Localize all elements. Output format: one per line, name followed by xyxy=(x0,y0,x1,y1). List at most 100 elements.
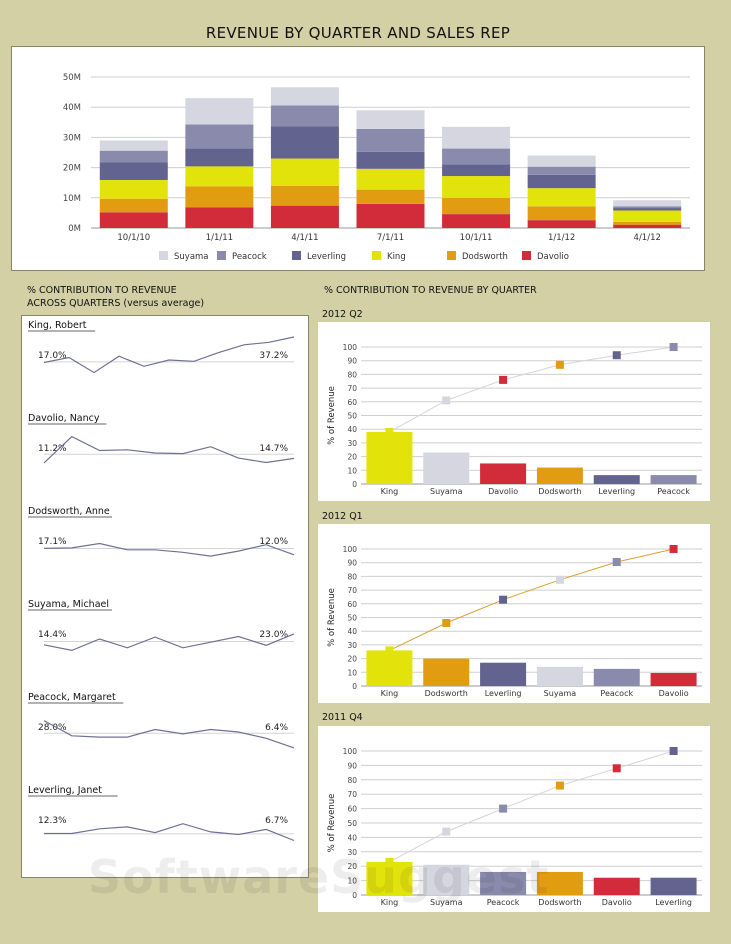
x-tick-label: 4/1/12 xyxy=(634,233,661,243)
sparkline-last-label: 23.0% xyxy=(259,630,288,640)
bar-segment-king xyxy=(99,179,168,199)
legend-swatch-king xyxy=(372,251,381,260)
x-tick-label: 4/1/11 xyxy=(291,233,318,243)
y-tick-label: 20M xyxy=(63,164,81,174)
y-tick-label: 50 xyxy=(347,614,357,623)
cumulative-marker xyxy=(499,595,508,604)
cumulative-marker xyxy=(499,375,508,384)
y-tick-label: 40 xyxy=(347,425,357,434)
revenue-stacked-chart-panel: 0M 10M 20M 30M 40M 50M 10/1/10 1/1/11 4/1/11 7/1/… xyxy=(11,46,705,271)
x-tick-label: Peacock xyxy=(657,487,690,496)
sparkline-first-label: 17.0% xyxy=(38,351,67,361)
bar-peacock xyxy=(480,871,527,895)
y-tick-label: 90 xyxy=(347,559,357,568)
cumulative-marker xyxy=(385,857,394,866)
bar-segment-dodsworth xyxy=(356,189,425,204)
bar-segment-king xyxy=(613,210,682,222)
legend-label-peacock: Peacock xyxy=(232,252,267,262)
bar-peacock xyxy=(593,668,640,686)
y-tick-label: 80 xyxy=(347,370,357,379)
x-tick-label: Peacock xyxy=(600,689,633,698)
y-tick-label: 10 xyxy=(347,877,357,886)
left-section-title: % CONTRIBUTION TO REVENUE ACROSS QUARTER… xyxy=(27,284,297,310)
sparkline-series-line xyxy=(43,542,295,557)
bar-segment-king xyxy=(356,168,425,190)
sparkline-last-label: 14.7% xyxy=(259,444,288,454)
bar-segment-dodsworth xyxy=(613,221,682,225)
y-tick-label: 80 xyxy=(347,776,357,785)
bar-segment-davolio xyxy=(613,224,682,228)
y-tick-label: 20 xyxy=(347,862,357,871)
y-tick-label: 40M xyxy=(63,103,81,113)
y-tick-label: 80 xyxy=(347,572,357,581)
bar-segment-leverling xyxy=(527,174,596,189)
y-tick-label: 0M xyxy=(68,224,81,234)
bar-segment-dodsworth xyxy=(185,186,254,208)
sparkline-first-label: 17.1% xyxy=(38,537,67,547)
y-tick-label: 0 xyxy=(352,682,357,691)
legend-label-davolio: Davolio xyxy=(537,252,569,262)
y-tick-label: 0 xyxy=(352,891,357,900)
cumulative-line xyxy=(389,750,674,863)
y-tick-label: 30M xyxy=(63,133,81,143)
bar-segment-suyama xyxy=(270,87,339,106)
bar-king xyxy=(366,431,413,484)
y-tick-label: 20 xyxy=(347,453,357,462)
sparkline-first-label: 12.3% xyxy=(38,816,67,826)
sparkline-series-line xyxy=(43,633,295,652)
sparkline-rep-name: Davolio, Nancy xyxy=(28,413,100,424)
sparkline-first-label: 28.0% xyxy=(38,723,67,733)
bar-segment-peacock xyxy=(527,166,596,175)
y-tick-label: 10 xyxy=(347,466,357,475)
bar-dodsworth xyxy=(423,658,470,686)
cumulative-line xyxy=(389,346,674,433)
y-tick-label: 100 xyxy=(343,747,358,756)
x-tick-label: Suyama xyxy=(430,898,463,907)
bar-segment-peacock xyxy=(613,206,682,209)
cumulative-marker xyxy=(669,545,678,553)
bar-segment-leverling xyxy=(613,208,682,211)
bar-segment-suyama xyxy=(442,126,511,149)
bar-segment-peacock xyxy=(99,150,168,163)
x-tick-label: 1/1/12 xyxy=(548,233,575,243)
legend-swatch-suyama xyxy=(159,251,168,260)
bar-suyama xyxy=(423,864,470,895)
bar-segment-king xyxy=(527,188,596,207)
quarter-chart-title-3: 2011 Q4 xyxy=(322,712,363,723)
bar-segment-peacock xyxy=(270,105,339,127)
cumulative-marker xyxy=(555,360,564,369)
cumulative-marker xyxy=(385,427,394,436)
x-tick-label: Dodsworth xyxy=(538,487,581,496)
y-tick-label: 70 xyxy=(347,790,357,799)
sparkline-series-line xyxy=(43,720,295,749)
y-tick-label: 30 xyxy=(347,439,357,448)
cumulative-line xyxy=(389,548,674,651)
y-tick-label: 60 xyxy=(347,398,357,407)
y-tick-label: 20 xyxy=(347,655,357,664)
x-tick-label: 1/1/11 xyxy=(206,233,233,243)
bar-peacock xyxy=(650,475,697,484)
left-section-title-line1: % CONTRIBUTION TO REVENUE xyxy=(27,285,177,296)
bar-davolio xyxy=(480,463,527,484)
bar-davolio xyxy=(650,672,697,686)
y-tick-label: 70 xyxy=(347,384,357,393)
bar-leverling xyxy=(480,662,527,686)
bar-segment-leverling xyxy=(270,126,339,159)
bar-segment-davolio xyxy=(442,214,511,228)
bar-segment-dodsworth xyxy=(270,185,339,206)
cumulative-marker xyxy=(612,351,621,360)
cumulative-marker xyxy=(555,781,564,790)
y-tick-label: 50 xyxy=(347,412,357,421)
y-tick-label: 30 xyxy=(347,641,357,650)
x-tick-label: Leverling xyxy=(598,487,635,496)
bar-segment-leverling xyxy=(442,164,511,177)
bar-segment-suyama xyxy=(356,110,425,129)
x-tick-label: Suyama xyxy=(430,487,463,496)
bar-segment-king xyxy=(442,176,511,198)
left-section-title-line2: ACROSS QUARTERS (versus average) xyxy=(27,298,205,309)
sparkline-last-label: 6.4% xyxy=(265,723,288,733)
bar-leverling xyxy=(650,877,697,895)
x-tick-label: Dodsworth xyxy=(425,689,468,698)
bar-segment-davolio xyxy=(527,220,596,228)
sparkline-first-label: 11.2% xyxy=(38,444,67,454)
